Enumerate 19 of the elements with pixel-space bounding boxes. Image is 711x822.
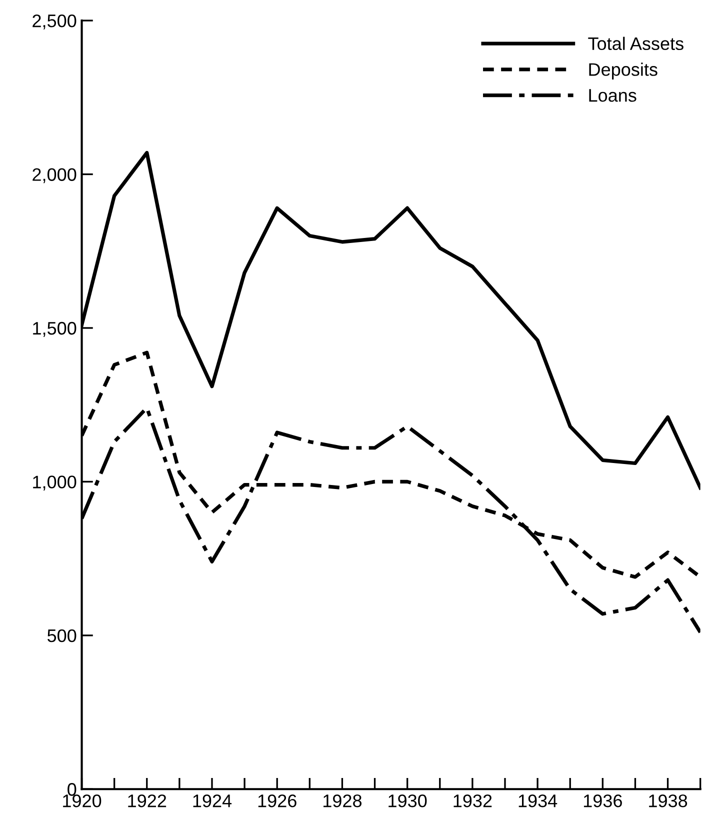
x-tick-label: 1920 (63, 794, 102, 808)
x-tick-label: 1928 (324, 794, 362, 808)
x-tick-label: 1922 (128, 794, 166, 808)
x-tick-label: 1932 (454, 794, 492, 808)
y-tick-label: 1,500 (33, 322, 76, 337)
legend-label: Loans (589, 89, 636, 102)
y-tick-label: 500 (48, 629, 76, 642)
x-tick-label: 1924 (193, 794, 232, 808)
y-tick-label: 2,000 (32, 168, 76, 184)
legend-label: Deposits (589, 62, 658, 80)
x-tick-label: 1934 (518, 794, 558, 808)
y-tick-label: 1,000 (33, 476, 76, 491)
x-tick-label: 1938 (649, 794, 688, 808)
y-tick-label: 0 (68, 783, 76, 796)
x-tick-label: 1936 (584, 794, 622, 808)
x-tick-label: 1930 (388, 794, 427, 808)
legend-label: Total Assets (588, 36, 684, 50)
x-tick-label: 1926 (258, 794, 296, 808)
y-tick-label: 2,500 (32, 14, 76, 30)
